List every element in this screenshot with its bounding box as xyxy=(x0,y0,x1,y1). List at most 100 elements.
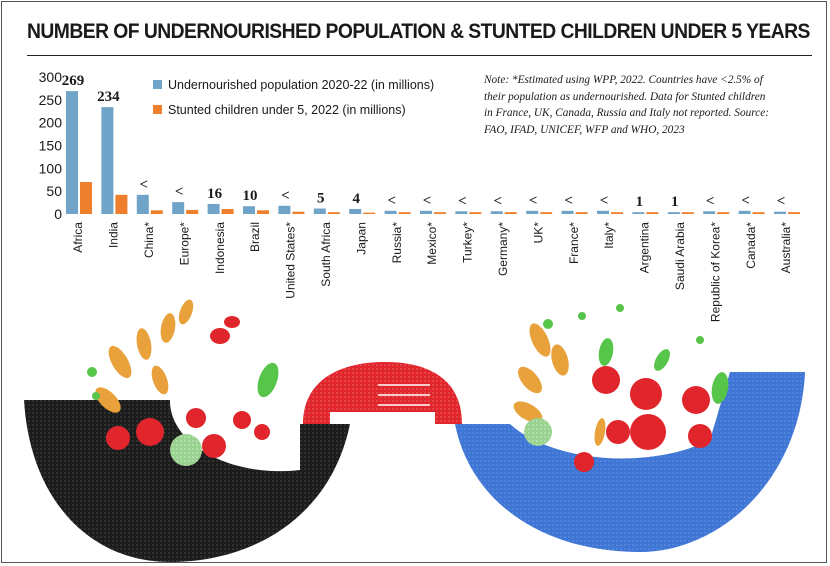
bar-undernourished xyxy=(667,212,680,214)
legend-label-undernourished: Undernourished population 2020-22 (in mi… xyxy=(168,77,435,92)
data-label: 1 xyxy=(636,194,644,210)
bar-undernourished xyxy=(703,211,716,214)
title-rule xyxy=(27,55,812,56)
y-tick-label: 200 xyxy=(39,115,63,131)
chart-note: Note: *Estimated using WPP, 2022. Countr… xyxy=(484,74,770,136)
bar-stunted xyxy=(469,212,482,214)
data-label: < xyxy=(564,193,573,209)
bar-undernourished xyxy=(136,194,149,214)
bar-undernourished xyxy=(632,212,645,214)
data-label: < xyxy=(741,193,750,209)
bar-stunted xyxy=(115,194,128,214)
bar-stunted xyxy=(150,210,163,214)
bar-undernourished xyxy=(101,107,114,214)
y-tick-label: 100 xyxy=(39,160,63,176)
bar-stunted xyxy=(80,182,92,214)
x-tick-label: Australia* xyxy=(779,222,793,274)
chart-legend: Undernourished population 2020-22 (in mi… xyxy=(153,72,434,122)
data-label: 1 xyxy=(671,194,679,210)
y-tick-label: 300 xyxy=(39,69,63,85)
x-tick-label: Europe* xyxy=(177,222,191,266)
x-tick-label: Germany* xyxy=(496,222,510,276)
x-tick-label: Brazil xyxy=(248,222,262,252)
bar-stunted xyxy=(681,212,694,214)
data-label: 5 xyxy=(317,191,325,207)
data-label: < xyxy=(600,193,609,209)
data-label: < xyxy=(175,184,184,200)
x-tick-label: Argentina xyxy=(638,222,652,274)
x-tick-label: Republic of Korea* xyxy=(708,222,722,322)
bar-undernourished xyxy=(207,203,220,214)
bar-stunted xyxy=(398,212,411,214)
data-label: < xyxy=(494,193,503,209)
data-labels: 269 234 < <16 10 <5 4 < < < < < < <1 1 < < < xyxy=(62,73,786,210)
bar-marks xyxy=(66,91,800,214)
bar-undernourished xyxy=(66,91,78,214)
right-bowl xyxy=(455,304,805,552)
bar-stunted xyxy=(752,212,765,214)
data-label: 234 xyxy=(97,89,120,105)
x-tick-label: Turkey* xyxy=(461,222,475,263)
data-label: < xyxy=(777,194,786,210)
y-axis: 300 250 200 150 100 50 0 xyxy=(39,69,63,222)
bar-undernourished xyxy=(597,210,609,214)
bar-stunted xyxy=(788,212,800,214)
data-label: < xyxy=(458,193,467,209)
bar-stunted xyxy=(292,211,305,214)
bar-undernourished xyxy=(278,205,291,214)
x-axis-labels: Africa India China* Europe* Indonesia Brazil U… xyxy=(71,222,793,322)
x-tick-label: Saudi Arabia xyxy=(673,222,687,290)
data-label: 10 xyxy=(243,188,258,204)
bar-undernourished xyxy=(490,211,503,214)
y-tick-label: 150 xyxy=(39,138,63,154)
x-tick-label: Africa xyxy=(71,222,85,253)
bar-stunted xyxy=(186,209,199,214)
x-tick-label: Japan xyxy=(354,222,368,255)
middle-red-arch xyxy=(303,362,462,424)
x-tick-label: China* xyxy=(142,222,156,258)
legend-swatch-stunted xyxy=(153,105,162,114)
bar-stunted xyxy=(221,208,234,214)
legend-swatch-undernourished xyxy=(153,80,162,89)
data-label: < xyxy=(140,177,149,193)
x-tick-label: India xyxy=(107,222,121,248)
bar-stunted xyxy=(327,212,340,214)
bar-stunted xyxy=(646,212,659,214)
bar-stunted xyxy=(575,212,588,214)
bar-stunted xyxy=(257,210,269,214)
data-label: < xyxy=(529,193,538,209)
left-bowl xyxy=(24,299,350,562)
bar-undernourished xyxy=(172,202,185,214)
bar-undernourished xyxy=(774,211,786,214)
bar-undernourished xyxy=(455,211,468,214)
legend-item-undernourished: Undernourished population 2020-22 (in mi… xyxy=(153,72,434,97)
x-tick-label: UK* xyxy=(531,222,545,244)
x-tick-label: Indonesia xyxy=(213,222,227,274)
x-tick-label: Italy* xyxy=(602,222,616,249)
bar-undernourished xyxy=(420,210,432,214)
bar-stunted xyxy=(504,212,517,214)
bar-undernourished xyxy=(738,210,751,214)
y-tick-label: 250 xyxy=(39,92,63,108)
y-tick-label: 50 xyxy=(46,183,62,199)
x-tick-label: Canada* xyxy=(744,222,758,269)
data-label: 4 xyxy=(352,191,360,207)
bar-stunted xyxy=(717,212,730,214)
bar-undernourished xyxy=(313,208,326,214)
x-tick-label: South Africa xyxy=(319,222,333,287)
legend-item-stunted: Stunted children under 5, 2022 (in milli… xyxy=(153,97,434,122)
x-tick-label: Russia* xyxy=(390,222,404,264)
data-label: 269 xyxy=(62,73,85,89)
bar-undernourished xyxy=(243,206,255,214)
y-tick-label: 0 xyxy=(54,206,62,222)
bar-stunted xyxy=(434,212,446,214)
chart-title: NUMBER OF UNDERNOURISHED POPULATION & ST… xyxy=(27,20,810,43)
data-label: < xyxy=(423,193,432,209)
bar-stunted xyxy=(363,212,376,214)
bar-undernourished xyxy=(349,208,362,214)
x-tick-label: United States* xyxy=(284,222,298,299)
bar-undernourished xyxy=(384,210,397,214)
